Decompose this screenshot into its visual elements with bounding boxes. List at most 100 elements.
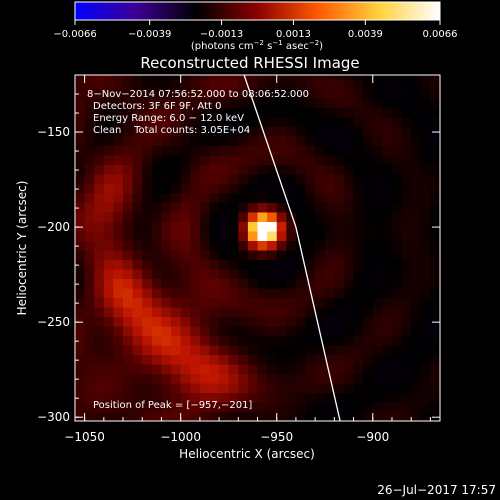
heatmap-cell [247, 126, 259, 137]
heatmap-cell [84, 259, 95, 270]
heatmap-cell [123, 287, 134, 299]
heatmap-cell [209, 287, 220, 299]
heatmap-cell [209, 135, 220, 146]
heatmap-cell [113, 373, 124, 384]
heatmap-cell [295, 382, 307, 394]
heatmap-cell [161, 363, 172, 375]
heatmap-cell [382, 401, 393, 413]
heatmap-cell [75, 392, 86, 403]
heatmap-cell [209, 335, 220, 346]
heatmap-cell [209, 126, 220, 137]
heatmap-cell [84, 173, 95, 184]
heatmap-cell [228, 230, 239, 241]
heatmap-cell [209, 192, 220, 203]
heatmap-cell [228, 75, 239, 80]
heatmap-cell [228, 107, 239, 118]
heatmap-cell [142, 240, 153, 251]
heatmap-cell [132, 211, 143, 222]
heatmap-cell [219, 126, 230, 137]
heatmap-cell [219, 230, 230, 241]
heatmap-cell [142, 145, 153, 156]
heatmap-cell [190, 202, 201, 213]
heatmap-cell [324, 382, 335, 394]
heatmap-cell [94, 401, 105, 413]
heatmap-cell [420, 287, 431, 299]
heatmap-cell [247, 382, 259, 394]
heatmap-cell [171, 88, 182, 99]
heatmap-cell [142, 363, 153, 375]
heatmap-cell [305, 325, 316, 337]
heatmap-cell [84, 97, 95, 108]
heatmap-cell [286, 287, 297, 299]
heatmap-cell [343, 306, 355, 318]
heatmap-cell [247, 297, 259, 308]
heatmap-cell [247, 306, 259, 318]
heatmap-cell [219, 88, 230, 99]
heatmap-cell [353, 287, 364, 299]
heatmap-cell [247, 145, 259, 156]
heatmap-cell [161, 221, 172, 232]
heatmap-cell [132, 344, 143, 356]
heatmap-cell [276, 278, 287, 289]
heatmap-cell [180, 382, 191, 394]
heatmap-cell [199, 316, 211, 327]
heatmap-cell [343, 75, 355, 80]
heatmap-cell [276, 107, 287, 118]
heatmap-cell [267, 145, 278, 156]
heatmap-cell [315, 126, 326, 137]
heatmap-cell [353, 88, 364, 99]
heatmap-cell [334, 221, 345, 232]
heatmap-cell [113, 107, 124, 118]
heatmap-cell [247, 211, 259, 222]
heatmap-cell [315, 97, 326, 108]
heatmap-cell [161, 278, 172, 289]
heatmap-cell [103, 154, 115, 165]
heatmap-cell [420, 316, 431, 327]
heatmap-cell [219, 268, 230, 280]
heatmap-cell [103, 88, 115, 99]
heatmap-cell [267, 249, 278, 261]
heatmap-cell [305, 154, 316, 165]
heatmap-cell [420, 202, 431, 213]
heatmap-cell [430, 316, 440, 327]
heatmap-cell [286, 126, 297, 137]
heatmap-cell [151, 164, 163, 175]
heatmap-cell [113, 297, 124, 308]
heatmap-cell [372, 75, 383, 80]
heatmap-cell [151, 316, 163, 327]
heatmap-cell [94, 316, 105, 327]
heatmap-cell [171, 78, 182, 89]
heatmap-cell [84, 221, 95, 232]
heatmap-cell [190, 306, 201, 318]
heatmap-cell [401, 401, 412, 413]
heatmap-cell [228, 373, 239, 384]
heatmap-cell [84, 183, 95, 194]
heatmap-cell [382, 268, 393, 280]
heatmap-cell [209, 316, 220, 327]
heatmap-cell [151, 306, 163, 318]
heatmap-cell [132, 240, 143, 251]
heatmap-cell [353, 202, 364, 213]
heatmap-cell [411, 145, 422, 156]
heatmap-cell [142, 259, 153, 270]
heatmap-cell [430, 230, 440, 241]
heatmap-cell [247, 249, 259, 261]
heatmap-cell [151, 287, 163, 299]
heatmap-cell [161, 373, 172, 384]
heatmap-cell [430, 354, 440, 365]
heatmap-cell [94, 230, 105, 241]
heatmap-cell [315, 230, 326, 241]
heatmap-cell [363, 97, 374, 108]
heatmap-cell [151, 401, 163, 413]
heatmap-cell [334, 325, 345, 337]
heatmap-cell [151, 297, 163, 308]
heatmap-cell [161, 306, 172, 318]
heatmap-cell [171, 373, 182, 384]
heatmap-cell [209, 249, 220, 261]
heatmap-cell [75, 116, 86, 127]
heatmap-cell [363, 268, 374, 280]
heatmap-cell [411, 278, 422, 289]
heatmap-cell [430, 211, 440, 222]
heatmap-cell [103, 363, 115, 375]
heatmap-cell [219, 259, 230, 270]
